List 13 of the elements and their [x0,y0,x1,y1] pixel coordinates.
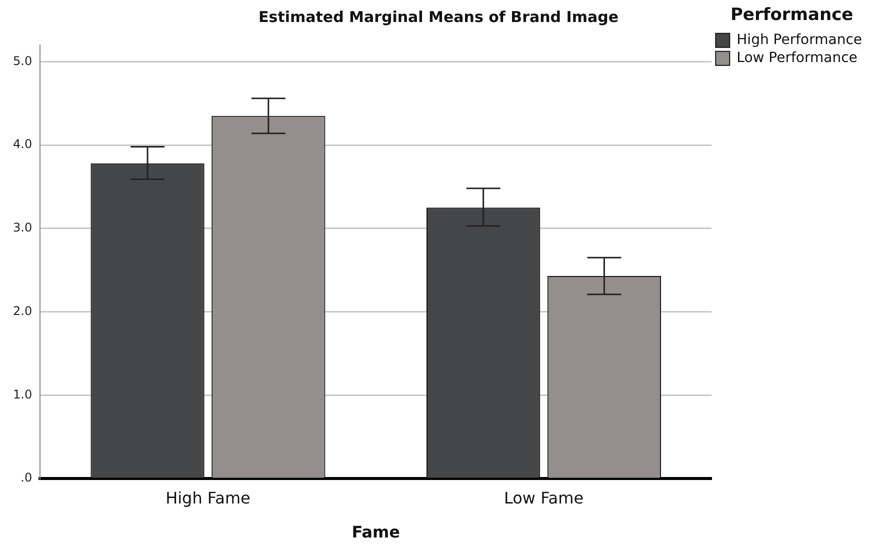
y-tick-label: 5.0 [12,54,32,68]
legend-title: Performance [730,4,854,25]
x-tick-label: Low Fame [504,488,584,508]
y-tick-label: 2.0 [12,304,32,318]
y-tick-label: .0 [20,470,32,485]
legend-label: Low Performance [736,50,858,66]
y-tick-label: 4.0 [12,137,32,152]
y-tick-label: 1.0 [12,387,32,402]
chart-title: Estimated Marginal Means of Brand Image [258,8,618,26]
legend-label: High Performance [736,32,862,48]
x-axis-title: Fame [352,522,400,542]
x-tick-label: High Fame [166,488,250,508]
y-tick-label: 3.0 [12,220,32,235]
